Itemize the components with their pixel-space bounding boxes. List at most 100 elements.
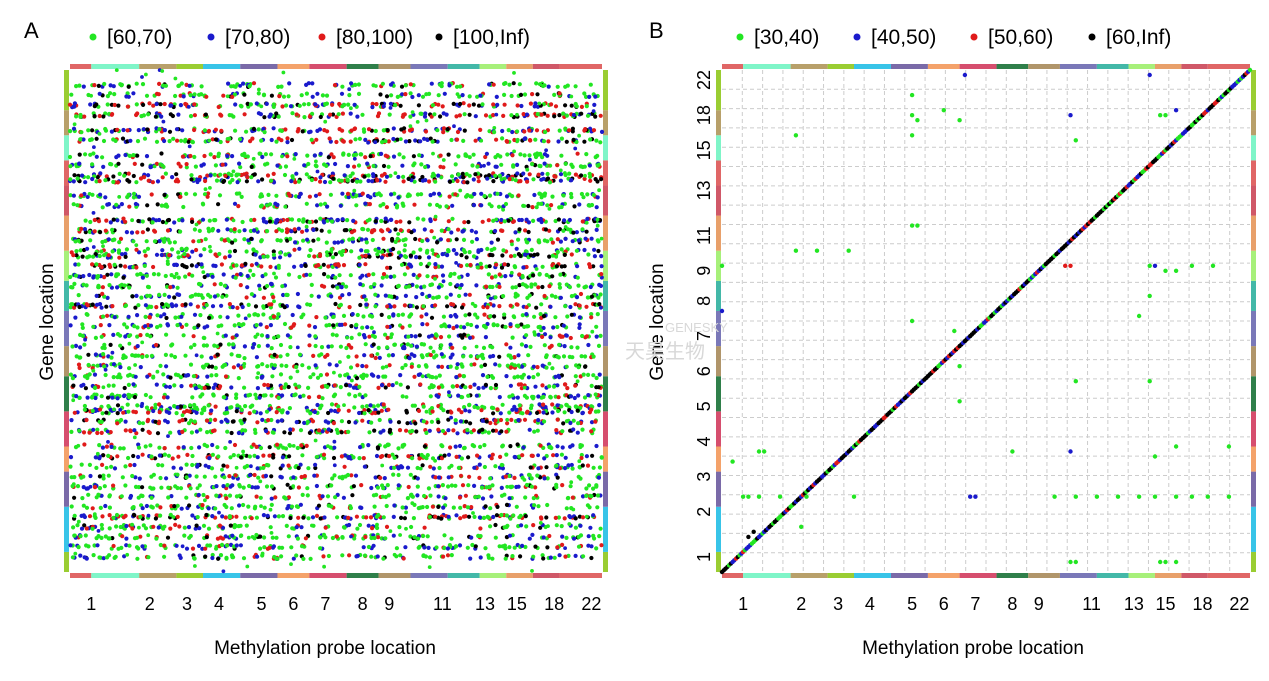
data-point (386, 353, 391, 358)
data-point (109, 355, 114, 360)
data-point (523, 344, 529, 349)
data-point (597, 465, 603, 470)
data-point (464, 255, 469, 260)
data-point (317, 253, 323, 259)
data-point (357, 456, 362, 461)
data-point (92, 385, 98, 390)
data-point (198, 394, 203, 399)
data-point (436, 173, 441, 178)
data-point (370, 101, 375, 106)
data-point (166, 217, 172, 223)
data-point (312, 409, 317, 415)
data-point (145, 374, 150, 379)
data-point (294, 112, 299, 117)
data-point (100, 445, 105, 450)
data-point (218, 139, 223, 145)
data-point (132, 395, 137, 400)
data-point (320, 396, 325, 401)
data-point (160, 175, 165, 180)
data-point (400, 325, 405, 330)
data-point (549, 237, 554, 242)
data-point (416, 364, 421, 369)
data-point (332, 240, 337, 245)
data-point (146, 112, 151, 117)
data-point (499, 228, 504, 233)
data-point (239, 323, 244, 328)
data-point (296, 226, 301, 231)
data-point (312, 325, 318, 330)
data-point (467, 402, 472, 407)
data-point (585, 295, 591, 300)
data-point (218, 384, 223, 389)
data-point (310, 94, 315, 99)
data-point (544, 465, 549, 470)
data-point (213, 382, 218, 387)
data-point (384, 274, 389, 279)
data-point (504, 374, 509, 379)
data-point (159, 252, 164, 258)
data-point (213, 404, 218, 409)
data-point (507, 82, 512, 87)
data-point (141, 102, 146, 107)
data-point (377, 417, 382, 423)
data-point (540, 383, 545, 388)
chromosome-strip (603, 110, 608, 136)
data-point (522, 129, 527, 134)
data-point (418, 111, 423, 116)
data-point (483, 154, 488, 160)
data-point (185, 253, 190, 258)
data-point (439, 364, 445, 369)
data-point (188, 153, 193, 159)
data-point (517, 272, 522, 277)
data-point (467, 112, 472, 117)
data-point (351, 153, 356, 158)
data-point (366, 408, 371, 413)
data-point (138, 176, 144, 181)
data-point (147, 101, 152, 106)
data-point (87, 254, 92, 259)
data-point (334, 139, 339, 145)
data-point (599, 264, 604, 269)
data-point (110, 395, 115, 400)
data-point (329, 152, 334, 157)
data-point (339, 91, 345, 96)
data-point (325, 129, 330, 134)
data-point (588, 137, 593, 142)
data-point (280, 463, 285, 468)
data-point (261, 93, 267, 98)
data-point (140, 427, 145, 432)
data-point (410, 456, 415, 461)
data-point (325, 204, 330, 209)
data-point (302, 420, 307, 425)
data-point (70, 302, 75, 307)
data-point (557, 227, 563, 232)
data-point (186, 421, 192, 426)
data-point (407, 220, 412, 225)
data-point (567, 171, 572, 176)
data-point (428, 193, 433, 198)
data-point (178, 103, 183, 108)
data-point (536, 172, 541, 177)
data-point (100, 411, 105, 416)
data-point (86, 175, 91, 180)
data-point (560, 429, 565, 434)
data-point (227, 254, 232, 259)
data-point (393, 103, 398, 108)
data-point (513, 178, 518, 183)
data-point (546, 84, 551, 89)
data-point (301, 312, 306, 317)
data-point (170, 175, 175, 180)
data-point (248, 102, 253, 107)
data-point (433, 265, 438, 270)
data-point (373, 219, 378, 224)
data-point (550, 402, 555, 407)
data-point (188, 403, 193, 408)
data-point (522, 252, 528, 257)
data-point (368, 154, 373, 159)
data-point (68, 129, 73, 134)
data-point (91, 275, 96, 280)
data-point (106, 453, 111, 458)
data-point (431, 295, 436, 300)
data-point (164, 409, 169, 414)
data-point (311, 238, 316, 243)
